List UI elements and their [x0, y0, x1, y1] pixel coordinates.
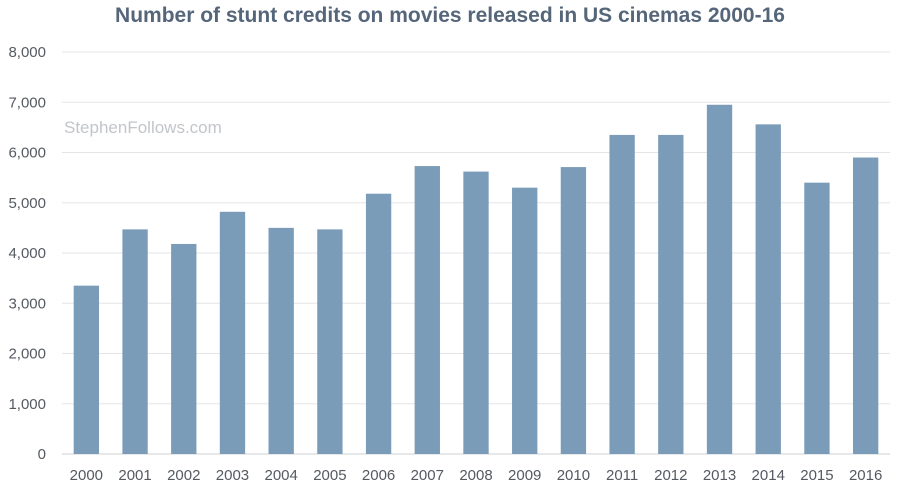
x-axis-tick-labels: 2000 2001 2002 2003 2004 2005 2006 2007 2008 2009…: [70, 467, 883, 484]
y-tick-label: 0: [38, 446, 46, 463]
bar-2008: [463, 171, 489, 454]
bar-2009: [512, 187, 538, 455]
bar-2010: [560, 167, 587, 454]
bar-2004: [268, 227, 294, 454]
x-tick-label: 2002: [167, 467, 200, 484]
bars: [73, 104, 879, 455]
bar-2001: [122, 229, 148, 454]
x-tick-label: 2003: [216, 467, 249, 484]
x-tick-label: 2013: [703, 467, 736, 484]
y-tick-label: 7,000: [8, 94, 46, 111]
x-tick-label: 2011: [606, 467, 638, 484]
x-tick-label: 2000: [70, 467, 103, 484]
x-tick-label: 2007: [411, 467, 444, 484]
x-tick-label: 2012: [654, 467, 687, 484]
y-tick-label: 6,000: [8, 145, 46, 162]
bar-2012: [658, 134, 684, 454]
y-tick-label: 4,000: [8, 245, 46, 262]
bar-2002: [171, 243, 197, 454]
bar-2003: [219, 211, 246, 454]
bar-2005: [317, 229, 343, 454]
x-tick-label: 2004: [264, 467, 297, 484]
bar-2016: [852, 157, 879, 454]
x-tick-label: 2001: [118, 467, 151, 484]
chart-title: Number of stunt credits on movies releas…: [115, 4, 785, 27]
bar-2006: [365, 193, 392, 454]
x-tick-label: 2008: [459, 467, 492, 484]
bar-2015: [804, 182, 830, 454]
y-tick-label: 8,000: [8, 44, 46, 61]
y-tick-label: 2,000: [8, 346, 46, 363]
y-axis-tick-labels: 0 1,000 2,000 3,000 4,000 5,000 6,000 7,000 8,00…: [8, 44, 46, 463]
bar-2007: [414, 166, 440, 454]
bar-2013: [706, 104, 733, 454]
bar-2014: [755, 124, 781, 455]
x-tick-label: 2006: [362, 467, 395, 484]
watermark-text: StephenFollows.com: [64, 118, 222, 137]
y-tick-label: 3,000: [8, 295, 46, 312]
x-tick-label: 2015: [800, 467, 833, 484]
x-tick-label: 2009: [508, 467, 541, 484]
bar-2000: [73, 285, 100, 454]
x-tick-label: 2005: [313, 467, 346, 484]
bar-2011: [609, 134, 635, 454]
x-tick-label: 2014: [752, 467, 785, 484]
y-tick-label: 5,000: [8, 195, 46, 212]
x-tick-label: 2010: [557, 467, 590, 484]
y-tick-label: 1,000: [8, 396, 46, 413]
x-tick-label: 2016: [849, 467, 882, 484]
